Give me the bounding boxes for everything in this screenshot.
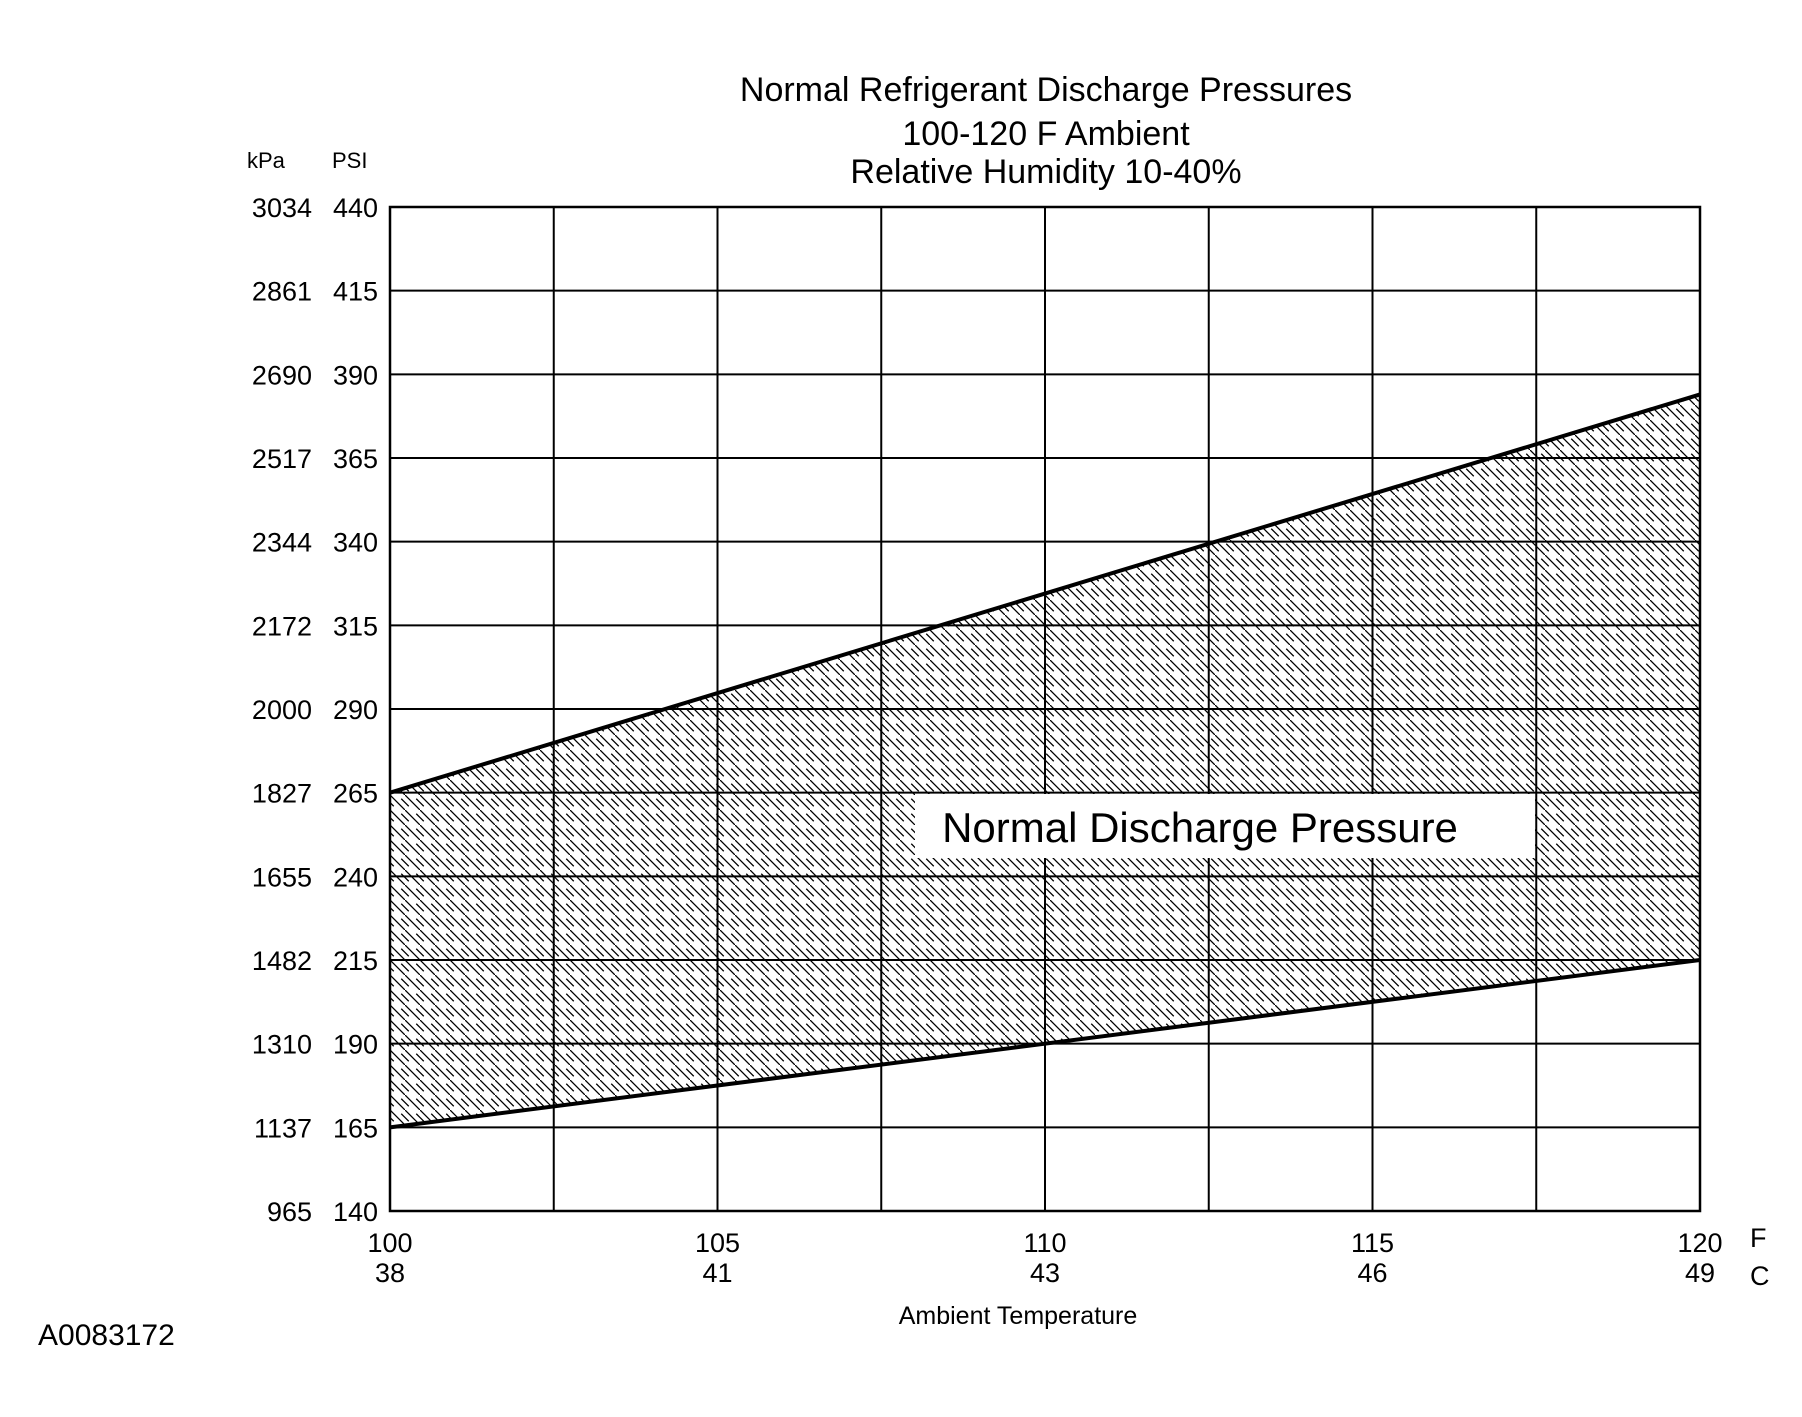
x-tick-label-f: 120 [1677,1228,1722,1258]
y-tick-label-kpa: 3034 [252,193,312,223]
y-tick-label-kpa: 1310 [252,1030,312,1060]
x-tick-label-f: 110 [1023,1228,1066,1258]
y-tick-label-psi: 365 [333,444,378,474]
band-label: Normal Discharge Pressure [942,804,1458,851]
chart-title-line-2: 100-120 F Ambient [902,115,1190,153]
x-unit-f-label: F [1750,1223,1767,1253]
y-tick-label-psi: 390 [333,360,378,390]
chart-title-line-1: Normal Refrigerant Discharge Pressures [740,71,1352,109]
x-tick-label-c: 46 [1357,1258,1387,1288]
x-unit-c-label: C [1750,1261,1770,1291]
x-axis-title: Ambient Temperature [899,1302,1138,1330]
chart-title-line-3: Relative Humidity 10-40% [850,153,1241,191]
x-tick-label-c: 41 [702,1258,732,1288]
y-tick-label-kpa: 2344 [252,528,312,558]
y-tick-label-kpa: 1137 [254,1113,312,1143]
y-tick-label-psi: 165 [333,1113,378,1143]
y-tick-label-kpa: 965 [267,1197,312,1227]
annotation-background-layer [915,794,1535,858]
y-tick-label-kpa: 2172 [252,611,312,641]
band-label-background [915,794,1535,858]
x-tick-label-c: 49 [1685,1258,1715,1288]
y-tick-label-kpa: 1655 [252,862,312,892]
figure-id: A0083172 [38,1319,175,1352]
y-tick-label-psi: 340 [333,528,378,558]
x-tick-label-f: 115 [1351,1228,1394,1258]
x-tick-label-f: 105 [695,1228,740,1258]
y-tick-label-psi: 240 [333,862,378,892]
y-tick-label-psi: 415 [333,277,378,307]
y-tick-label-psi: 315 [333,611,378,641]
y-tick-label-psi: 290 [333,695,378,725]
y-tick-label-kpa: 2690 [252,360,312,390]
y-tick-label-psi: 215 [333,946,378,976]
upper-limit-line [389,392,1701,795]
y-tick-label-kpa: 2861 [252,277,312,307]
y-tick-label-kpa: 2517 [252,444,312,474]
y-tick-label-psi: 140 [333,1197,378,1227]
y-unit-kpa-label: kPa [247,148,286,173]
plot-frame [388,205,1702,1213]
y-tick-label-kpa: 2000 [252,695,312,725]
y-tick-label-psi: 265 [333,779,378,809]
x-tick-label-f: 100 [367,1228,412,1258]
y-tick-label-kpa: 1482 [252,946,312,976]
y-tick-label-psi: 440 [333,193,378,223]
grid-layer [388,205,1702,1213]
band-boundary-layer [389,392,1701,1130]
lower-limit-line [389,958,1701,1130]
x-tick-label-c: 38 [375,1258,405,1288]
y-tick-label-psi: 190 [333,1030,378,1060]
y-unit-psi-label: PSI [332,148,367,173]
x-tick-label-c: 43 [1030,1258,1060,1288]
y-tick-label-kpa: 1827 [252,779,312,809]
text-layer: Normal Refrigerant Discharge Pressures 1… [38,71,1770,1352]
